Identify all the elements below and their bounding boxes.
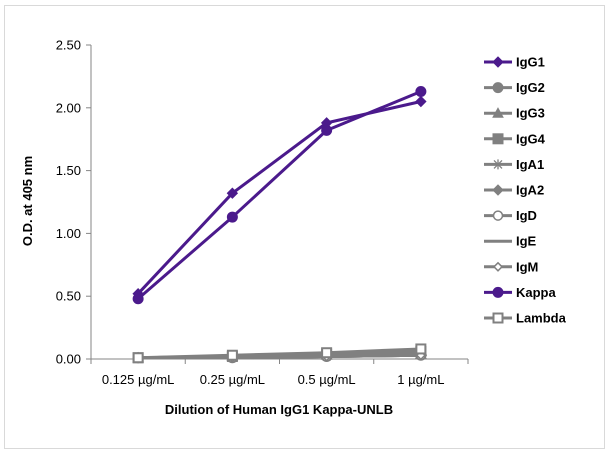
legend-label: IgD bbox=[516, 208, 537, 223]
y-tick-label: 1.00 bbox=[56, 226, 81, 241]
legend-item-igg4: IgG4 bbox=[484, 131, 546, 146]
legend-item-lambda: Lambda bbox=[484, 311, 567, 326]
legend-label: IgA2 bbox=[516, 183, 544, 198]
plot-area bbox=[90, 45, 468, 360]
legend-swatch-marker bbox=[492, 210, 504, 221]
legend-item-igm: IgM bbox=[484, 259, 538, 274]
legend-swatch-marker bbox=[492, 56, 504, 68]
series-line-kappa bbox=[137, 90, 422, 300]
legend-swatch-marker bbox=[492, 312, 504, 324]
legend-label: IgG2 bbox=[516, 80, 545, 95]
legend-swatch-marker bbox=[492, 107, 504, 118]
legend-swatch-marker bbox=[492, 184, 504, 196]
legend-item-kappa: Kappa bbox=[484, 285, 557, 300]
legend-item-iga1: IgA1 bbox=[484, 157, 544, 172]
legend-item-iga2: IgA2 bbox=[484, 183, 544, 198]
axis-ticks: 0.00 0.50 1.00 1.50 2.00 2.50 0.125 µg/mL 0.25 … bbox=[56, 38, 469, 387]
legend-label: IgM bbox=[516, 259, 538, 274]
x-tick-label: 1 µg/mL bbox=[397, 372, 444, 387]
series-layer bbox=[132, 85, 427, 364]
y-axis-title: O.D. at 405 nm bbox=[20, 156, 35, 246]
legend: IgG1 IgG2 IgG3 IgG4 IgA1 IgA2 IgD IgE IgM Kappa La… bbox=[484, 55, 567, 326]
series-kappa bbox=[132, 85, 427, 305]
legend-label: IgG3 bbox=[516, 106, 545, 121]
series-line-igg1 bbox=[137, 100, 422, 295]
y-tick-label: 0.50 bbox=[56, 289, 81, 304]
data-point-kappa bbox=[321, 124, 333, 136]
legend-item-igg1: IgG1 bbox=[484, 55, 545, 70]
legend-item-igg2: IgG2 bbox=[484, 80, 545, 95]
chart-frame bbox=[4, 5, 605, 449]
x-axis-title: Dilution of Human IgG1 Kappa-UNLB bbox=[165, 402, 393, 417]
legend-swatch-marker bbox=[492, 82, 504, 94]
legend-label: IgE bbox=[516, 234, 537, 249]
y-tick-label: 1.50 bbox=[56, 163, 81, 178]
y-tick-label: 2.50 bbox=[56, 38, 81, 53]
legend-swatch-marker bbox=[492, 133, 504, 145]
data-point-kappa bbox=[132, 293, 144, 305]
x-tick-label: 0.25 µg/mL bbox=[200, 372, 265, 387]
data-point-kappa bbox=[415, 85, 427, 97]
x-tick-label: 0.125 µg/mL bbox=[102, 372, 175, 387]
legend-swatch-marker bbox=[493, 159, 503, 170]
y-tick-label: 2.00 bbox=[56, 100, 81, 115]
legend-label: IgG1 bbox=[516, 55, 545, 70]
series-igg1 bbox=[132, 95, 427, 300]
y-tick-label: 0.00 bbox=[56, 352, 81, 367]
data-point-lambda bbox=[415, 343, 427, 355]
legend-swatch-marker bbox=[492, 261, 504, 272]
data-point-igg1 bbox=[415, 95, 427, 108]
data-point-lambda bbox=[321, 347, 333, 359]
x-tick-label: 0.5 µg/mL bbox=[298, 372, 356, 387]
legend-label: Kappa bbox=[516, 285, 557, 300]
data-point-kappa bbox=[226, 211, 238, 223]
legend-swatch-marker bbox=[492, 286, 504, 298]
legend-item-igg3: IgG3 bbox=[484, 106, 545, 121]
legend-item-igd: IgD bbox=[484, 208, 537, 223]
data-point-lambda bbox=[132, 352, 144, 364]
data-point-lambda bbox=[226, 349, 238, 361]
data-point-igg1 bbox=[226, 187, 239, 199]
legend-label: IgA1 bbox=[516, 157, 544, 172]
legend-label: IgG4 bbox=[516, 131, 546, 146]
series-lambda bbox=[132, 343, 427, 364]
legend-item-ige: IgE bbox=[484, 234, 537, 249]
legend-label: Lambda bbox=[516, 311, 567, 326]
series-line-lambda bbox=[138, 347, 421, 360]
